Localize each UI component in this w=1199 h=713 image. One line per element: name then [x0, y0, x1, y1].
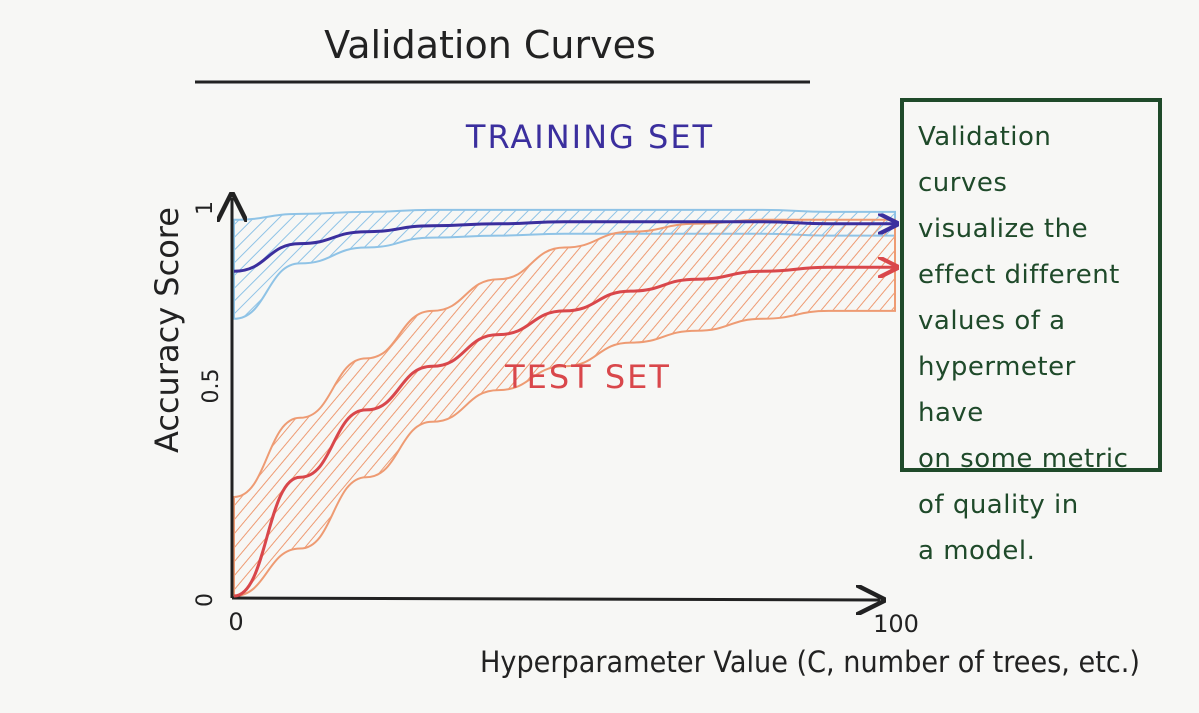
- x-tick-100: 100: [873, 610, 919, 638]
- x-tick-0: 0: [228, 608, 243, 636]
- test-set-line: [233, 267, 895, 598]
- annotation-line: effect different: [918, 260, 1120, 290]
- annotation-line: of quality in: [918, 490, 1079, 520]
- annotation-box: Validation curves visualize the effect d…: [900, 98, 1162, 566]
- training-set-line: [233, 222, 895, 273]
- annotation-line: visualize the: [918, 214, 1089, 244]
- training-set-label: TRAINING SET: [465, 118, 714, 156]
- annotation-line: hypermeter have: [918, 352, 1076, 428]
- y-tick-1: 1: [193, 201, 218, 215]
- chart-title: Validation Curves: [324, 23, 656, 67]
- y-axis-label: Accuracy Score: [148, 207, 186, 453]
- test-set-label: TEST SET: [504, 358, 671, 396]
- x-axis-label: Hyperparameter Value (C, number of trees…: [480, 645, 1140, 679]
- y-tick-0.5: 0.5: [199, 369, 224, 404]
- annotation-line: on some metric: [918, 444, 1129, 474]
- annotation-line: a model.: [918, 536, 1036, 566]
- annotation-line: Validation curves: [918, 122, 1052, 198]
- test-set-band: [233, 218, 896, 598]
- x-axis: [231, 598, 880, 600]
- annotation-line: values of a: [918, 306, 1066, 336]
- y-tick-0: 0: [193, 593, 218, 607]
